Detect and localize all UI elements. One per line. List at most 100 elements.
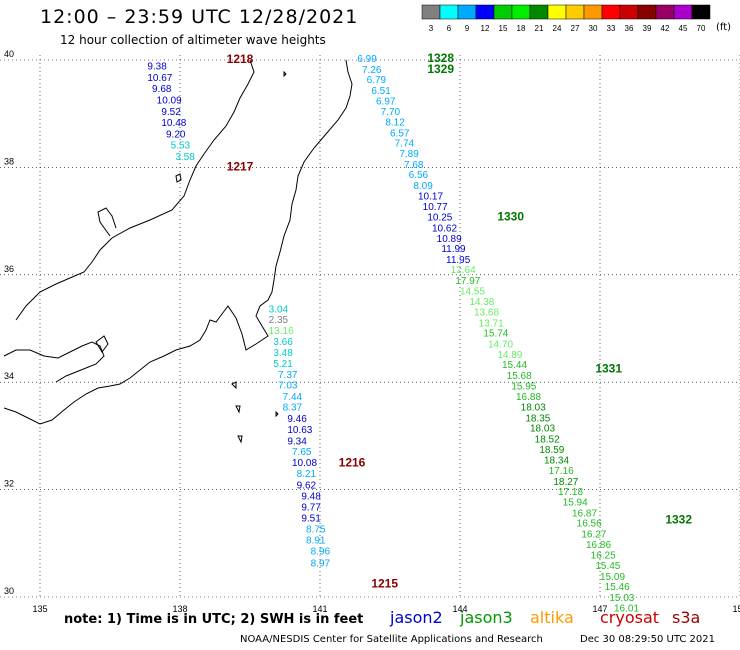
swh-value-label: 9.20	[166, 129, 186, 140]
mission-altika: altika	[530, 608, 574, 627]
color-swatch	[421, 4, 441, 20]
swh-value-label: 9.62	[297, 481, 317, 492]
color-swatch	[547, 4, 567, 20]
swh-value-label: 3.04	[269, 304, 289, 315]
swh-value-label: 18.03	[521, 403, 546, 414]
swh-value-label: 9.68	[152, 84, 172, 95]
swh-value-label: 17.18	[558, 487, 583, 498]
color-swatch	[601, 4, 621, 20]
color-scale-label: 24	[553, 24, 562, 33]
color-scale-legend: 3 6 9 12 15 18 21 24 27 30 33 36 39 42 45 70	[421, 4, 711, 33]
y-tick-label: 30	[4, 586, 14, 596]
x-tick-label: 135	[32, 604, 47, 614]
swh-value-label: 9.77	[301, 503, 321, 514]
mission-cryosat: cryosat	[600, 608, 660, 627]
shikoku-coast	[3, 341, 105, 383]
swh-value-label: 8.91	[306, 535, 326, 546]
swh-value-label: 9.46	[287, 414, 307, 425]
swh-value-label: 10.08	[292, 458, 317, 469]
swh-value-label: 9.38	[147, 62, 167, 73]
color-scale-label: 30	[589, 24, 598, 33]
swh-value-label: 10.89	[437, 234, 462, 245]
y-tick-label: 34	[4, 371, 14, 381]
swh-value-label: 6.97	[376, 97, 396, 108]
swh-value-label: 10.25	[427, 213, 452, 224]
x-tick-label: 147	[592, 604, 607, 614]
swh-value-label: 5.21	[273, 359, 293, 370]
swh-value-label: 15.46	[605, 582, 630, 593]
footer-note: note: 1) Time is in UTC; 2) SWH is in fe…	[64, 612, 364, 627]
swh-value-label: 15.09	[600, 572, 625, 583]
color-scale-label: 42	[661, 24, 670, 33]
color-scale-label: 33	[607, 24, 616, 33]
swh-value-label: 9.52	[161, 107, 181, 118]
swh-value-label: 15.45	[595, 561, 620, 572]
chart-title: 12:00 – 23:59 UTC 12/28/2021	[40, 6, 359, 28]
swh-value-label: 14.55	[460, 287, 485, 298]
japan-coastline	[3, 59, 353, 444]
izu-island-1	[231, 381, 237, 390]
swh-value-label: 8.37	[283, 403, 303, 414]
swh-value-label: 7.44	[283, 392, 303, 403]
swh-value-label: 18.59	[539, 445, 564, 456]
swh-value-label: 16.87	[572, 508, 597, 519]
swh-value-label: 15.44	[502, 360, 527, 371]
color-swatch	[529, 4, 549, 20]
color-scale-label: 27	[571, 24, 580, 33]
color-scale-label: 21	[535, 24, 544, 33]
color-scale-label: 9	[465, 24, 470, 33]
swh-value-label: 3.58	[175, 152, 195, 163]
boso-dot	[275, 410, 279, 418]
color-scale-label: 39	[643, 24, 652, 33]
swh-value-label: 7.89	[399, 149, 419, 160]
swh-value-label: 7.03	[278, 381, 298, 392]
swh-value-label: 10.77	[423, 202, 448, 213]
cycle-number-label: 1216	[339, 456, 366, 470]
swh-value-label: 7.37	[278, 370, 298, 381]
noto-peninsula	[97, 207, 117, 237]
swh-value-label: 14.38	[469, 297, 494, 308]
swh-value-label: 16.01	[614, 603, 639, 614]
swh-value-label: 10.17	[418, 192, 443, 203]
swh-value-label: 14.70	[488, 339, 513, 350]
swh-value-label: 18.52	[535, 434, 560, 445]
swh-value-label: 8.75	[306, 525, 326, 536]
footer-credit: NOAA/NESDIS Center for Satellite Applica…	[240, 634, 543, 645]
cycle-number-label: 1331	[595, 362, 622, 376]
swh-value-label: 2.35	[269, 315, 289, 326]
swh-value-label: 3.48	[273, 348, 293, 359]
swh-value-label: 9.51	[301, 513, 321, 524]
cycle-number-label: 1330	[497, 210, 524, 224]
y-tick-label: 38	[4, 156, 14, 166]
mission-jason2: jason2	[390, 608, 443, 627]
swh-value-label: 6.79	[367, 75, 387, 86]
x-tick-label: 141	[312, 604, 327, 614]
swh-value-label: 17.97	[455, 276, 480, 287]
color-scale-label: 15	[499, 24, 508, 33]
izu-island-2	[235, 405, 241, 414]
swh-value-label: 9.48	[301, 491, 321, 502]
sado-island	[175, 173, 182, 183]
x-tick-label: 138	[172, 604, 187, 614]
color-scale-label: 6	[447, 24, 452, 33]
swh-value-label: 10.63	[287, 425, 312, 436]
x-tick-label: 144	[452, 604, 467, 614]
swh-value-label: 3.66	[273, 337, 293, 348]
swh-value-label: 8.21	[297, 469, 317, 480]
swh-value-label: 10.48	[161, 118, 186, 129]
oga-dot	[283, 70, 287, 78]
swh-value-label: 7.68	[404, 160, 424, 171]
swh-value-label: 18.35	[525, 413, 550, 424]
y-tick-label: 36	[4, 264, 14, 274]
y-tick-label: 32	[4, 479, 14, 489]
color-swatch	[655, 4, 675, 20]
color-swatch	[583, 4, 603, 20]
swh-value-label: 15.95	[511, 382, 536, 393]
color-swatch	[511, 4, 531, 20]
swh-value-label: 8.12	[385, 118, 405, 129]
color-swatch	[637, 4, 657, 20]
swh-value-label: 18.34	[544, 455, 569, 466]
color-swatch	[565, 4, 585, 20]
